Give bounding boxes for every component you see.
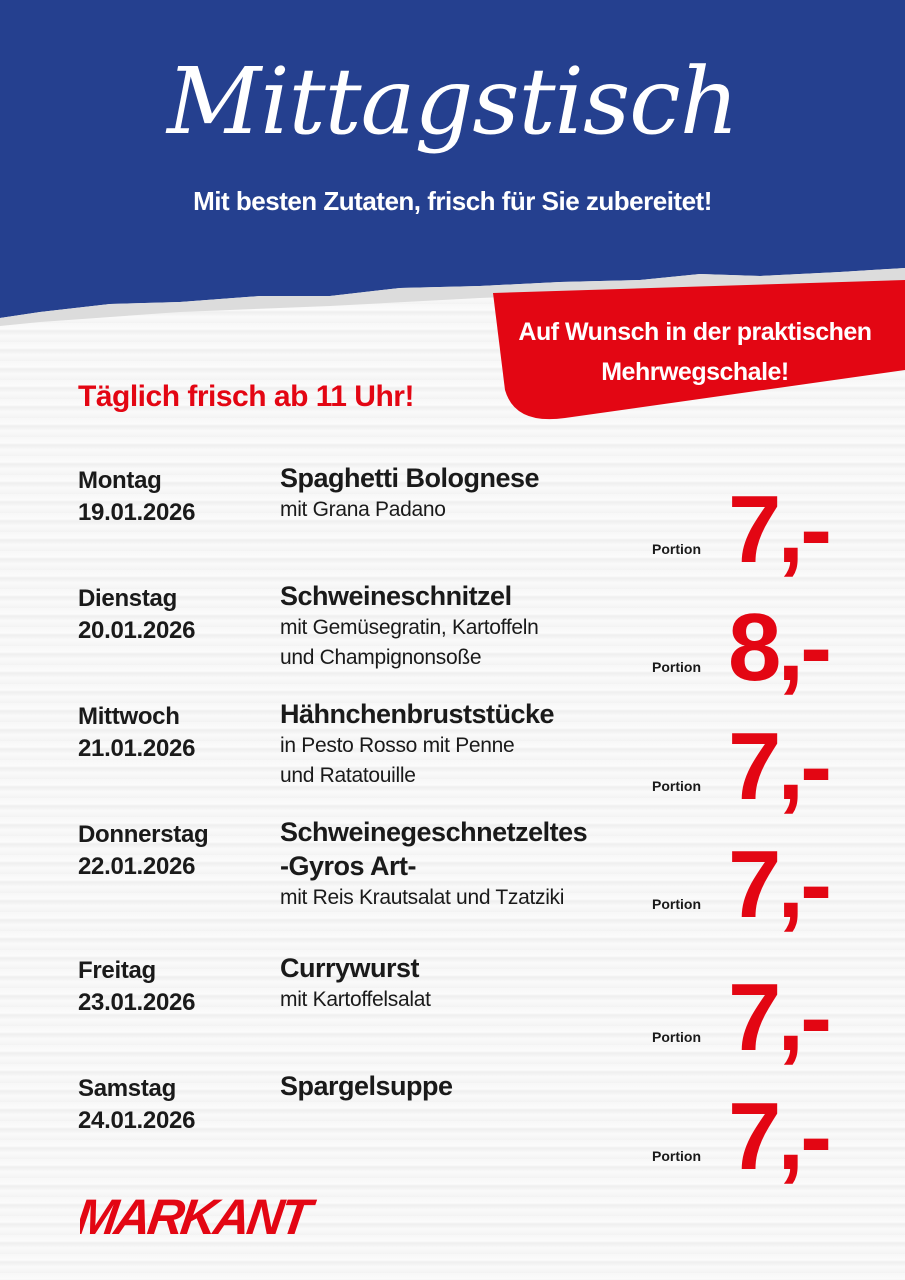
dish-description: mit Reis Krautsalat und Tzatziki	[280, 886, 565, 909]
price: 7,-	[728, 476, 832, 583]
weekday: Mittwoch	[78, 703, 180, 730]
dish-title: Schweinegeschnetzeltes	[280, 817, 588, 847]
dish-description: mit Grana Padano	[280, 498, 446, 521]
date: 24.01.2026	[78, 1107, 196, 1134]
price: 7,-	[728, 831, 832, 938]
portion-label: Portion	[652, 659, 701, 675]
dish-description-2: und Champignonsoße	[280, 646, 482, 669]
svg-text:MARKANT: MARKANT	[80, 1192, 319, 1240]
dish-title: Currywurst	[280, 953, 420, 983]
weekday: Dienstag	[78, 585, 177, 612]
date: 20.01.2026	[78, 617, 196, 644]
day-label: Freitag 23.01.2026	[78, 955, 195, 1019]
day-label: Mittwoch 21.01.2026	[78, 701, 195, 765]
reusable-container-banner	[493, 280, 905, 420]
dish-description: mit Gemüsegratin, Kartoffeln	[280, 616, 539, 639]
price: 8,-	[728, 594, 832, 701]
portion-label: Portion	[652, 1148, 701, 1164]
weekday: Donnerstag	[78, 821, 209, 848]
page-subtitle: Mit besten Zutaten, frisch für Sie zuber…	[193, 186, 712, 216]
price: 7,-	[728, 964, 832, 1071]
dish-title-2: -Gyros Art-	[280, 851, 417, 881]
dish: Schweineschnitzel mit Gemüsegratin, Kart…	[280, 579, 640, 673]
date: 22.01.2026	[78, 853, 196, 880]
dish: Currywurst mit Kartoffelsalat	[280, 951, 640, 1015]
dish: Hähnchenbruststücke in Pesto Rosso mit P…	[280, 697, 640, 791]
header-background	[0, 0, 905, 326]
dish-title: Spaghetti Bolognese	[280, 463, 540, 493]
portion-label: Portion	[652, 896, 701, 912]
price: 7,-	[728, 713, 832, 820]
day-label: Donnerstag 22.01.2026	[78, 819, 209, 883]
dish-title: Spargelsuppe	[280, 1071, 453, 1101]
price: 7,-	[728, 1083, 832, 1190]
date: 23.01.2026	[78, 989, 196, 1016]
date: 19.01.2026	[78, 499, 196, 526]
daily-note: Täglich frisch ab 11 Uhr!	[78, 380, 414, 413]
weekday: Samstag	[78, 1075, 176, 1102]
date: 21.01.2026	[78, 735, 196, 762]
dish: Spargelsuppe	[280, 1069, 640, 1103]
banner-line-1: Auf Wunsch in der praktischen	[518, 318, 872, 346]
dish-description: mit Kartoffelsalat	[280, 988, 431, 1011]
dish-title: Hähnchenbruststücke	[280, 699, 555, 729]
portion-label: Portion	[652, 778, 701, 794]
portion-label: Portion	[652, 541, 701, 557]
markant-logo: MARKANT	[80, 1192, 319, 1240]
day-label: Samstag 24.01.2026	[78, 1073, 195, 1137]
page-title: Mittagstisch	[167, 48, 739, 155]
dish: Schweinegeschnetzeltes -Gyros Art- mit R…	[280, 815, 640, 913]
dish: Spaghetti Bolognese mit Grana Padano	[280, 461, 640, 525]
day-label: Dienstag 20.01.2026	[78, 583, 195, 647]
dish-title: Schweineschnitzel	[280, 581, 512, 611]
weekday: Freitag	[78, 957, 156, 984]
banner-text: Auf Wunsch in der praktischen Mehrwegsch…	[500, 312, 890, 392]
banner-line-2: Mehrwegschale!	[601, 358, 789, 386]
dish-description-2: und Ratatouille	[280, 764, 416, 787]
portion-label: Portion	[652, 1029, 701, 1045]
dish-description: in Pesto Rosso mit Penne	[280, 734, 515, 757]
day-label: Montag 19.01.2026	[78, 465, 195, 529]
weekday: Montag	[78, 467, 162, 494]
